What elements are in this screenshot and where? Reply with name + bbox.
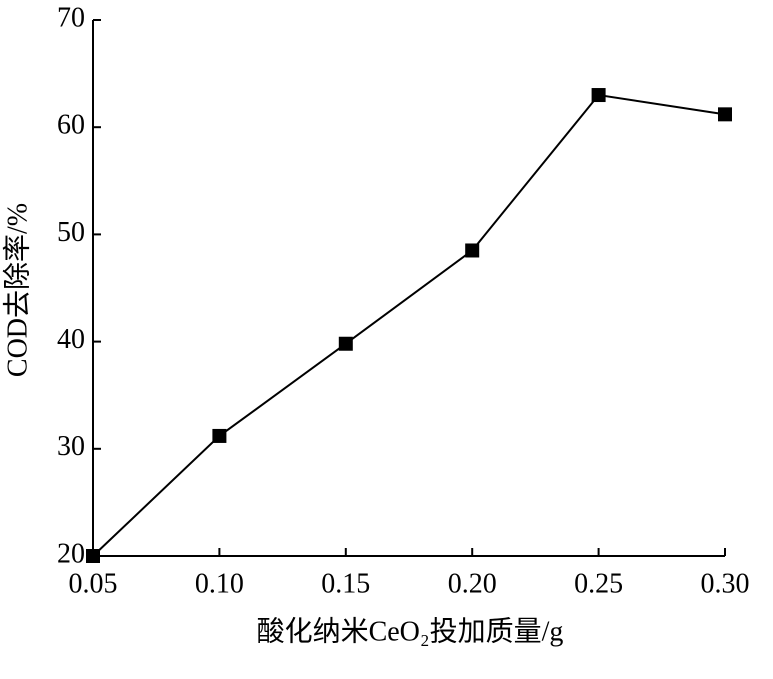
x-tick-label: 0.30	[701, 568, 750, 599]
x-tick-label: 0.20	[448, 568, 497, 599]
marker	[212, 428, 227, 443]
y-tick-label: 60	[57, 110, 85, 141]
x-tick-label: 0.15	[321, 568, 370, 599]
marker	[338, 336, 353, 351]
y-tick-label: 40	[57, 324, 85, 355]
y-tick-label: 20	[57, 538, 85, 569]
marker	[465, 243, 480, 258]
y-tick-label: 30	[57, 431, 85, 462]
x-axis-label: 酸化纳米CeO₂投加质量/g	[257, 615, 564, 647]
marker	[86, 549, 100, 563]
x-tick-label: 0.10	[195, 568, 244, 599]
y-tick-label: 50	[57, 217, 85, 248]
y-tick-label: 70	[57, 2, 85, 33]
x-tick-label: 0.25	[574, 568, 623, 599]
x-tick-label: 0.05	[69, 568, 118, 599]
y-axis-label: COD去除率/%	[1, 203, 33, 377]
marker	[718, 107, 732, 122]
marker	[591, 88, 606, 103]
series-line	[92, 93, 726, 557]
